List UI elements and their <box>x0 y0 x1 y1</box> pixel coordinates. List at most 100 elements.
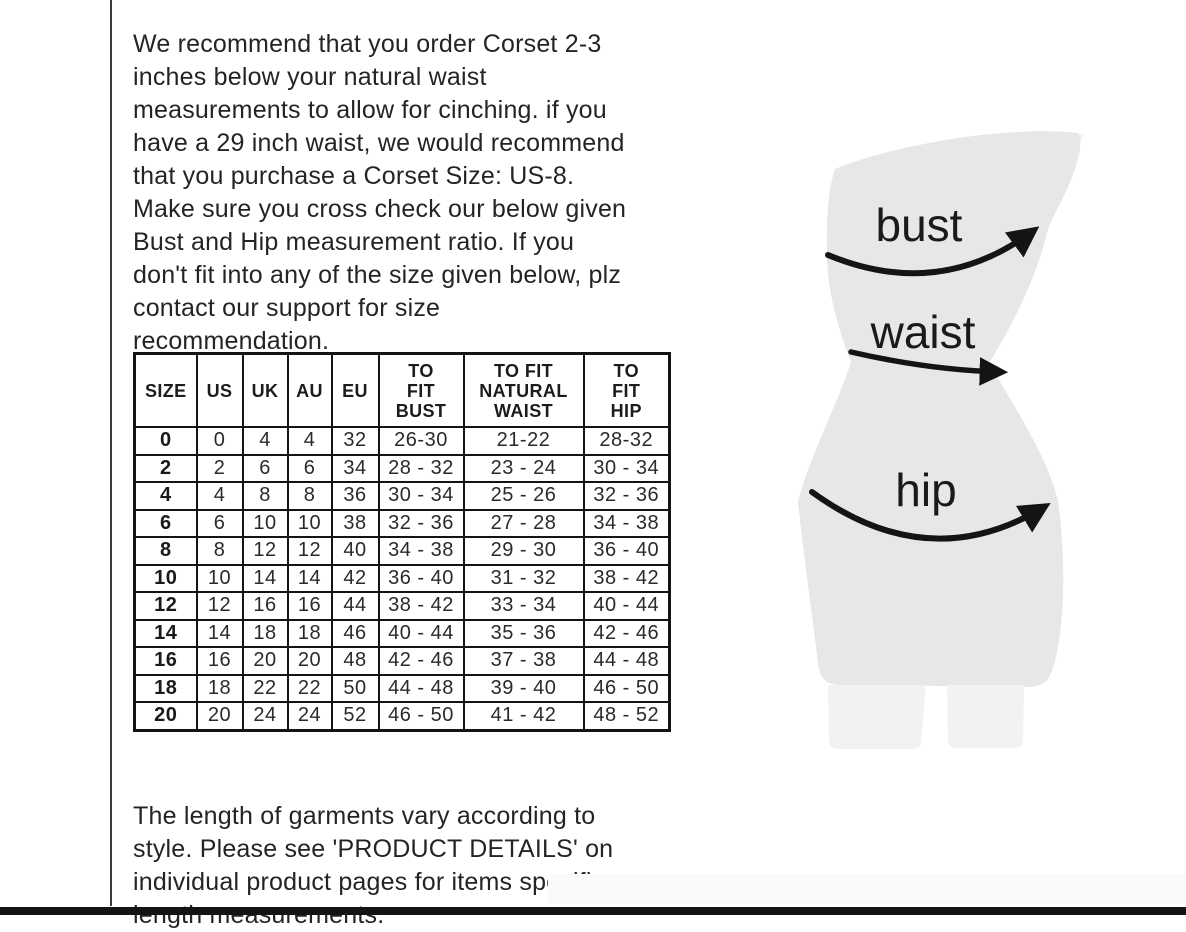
bust-arrow <box>825 226 1040 277</box>
bottom-divider-bar <box>0 907 1186 915</box>
table-row: 8 8 12 12 40 34 - 38 29 - 30 36 - 40 <box>133 536 671 566</box>
value-cell: 48 - 52 <box>582 701 671 731</box>
value-cell: 29 - 30 <box>462 536 585 566</box>
value-cell: 16 <box>195 646 244 676</box>
value-cell: 18 <box>195 673 244 703</box>
column-header: EU <box>330 352 380 428</box>
value-cell: 32 <box>330 426 380 456</box>
size-cell: 2 <box>133 453 198 483</box>
value-cell: 10 <box>241 508 289 538</box>
value-cell: 14 <box>241 563 289 593</box>
value-cell: 6 <box>241 453 289 483</box>
size-cell: 20 <box>133 701 198 731</box>
value-cell: 27 - 28 <box>462 508 585 538</box>
value-cell: 24 <box>241 701 289 731</box>
value-cell: 20 <box>195 701 244 731</box>
value-cell: 34 - 38 <box>377 536 465 566</box>
value-cell: 21-22 <box>462 426 585 456</box>
value-cell: 34 <box>330 453 380 483</box>
column-header: AU <box>286 352 333 428</box>
value-cell: 10 <box>286 508 333 538</box>
value-cell: 28 - 32 <box>377 453 465 483</box>
value-cell: 31 - 32 <box>462 563 585 593</box>
column-header: US <box>195 352 244 428</box>
value-cell: 48 <box>330 646 380 676</box>
waist-arrow <box>848 349 1009 386</box>
footer-shading <box>548 874 1186 904</box>
intro-paragraph: We recommend that you order Corset 2-3 i… <box>133 30 627 355</box>
value-cell: 12 <box>286 536 333 566</box>
value-cell: 36 - 40 <box>377 563 465 593</box>
value-cell: 52 <box>330 701 380 731</box>
size-cell: 4 <box>133 481 198 511</box>
value-cell: 30 - 34 <box>582 453 671 483</box>
value-cell: 50 <box>330 673 380 703</box>
bust-label: bust <box>876 199 963 251</box>
right-leg <box>947 685 1024 748</box>
value-cell: 14 <box>286 563 333 593</box>
value-cell: 16 <box>286 591 333 621</box>
column-header: UK <box>241 352 289 428</box>
table-row: 6 6 10 10 38 32 - 36 27 - 28 34 - 38 <box>133 508 671 538</box>
value-cell: 14 <box>195 618 244 648</box>
value-cell: 18 <box>286 618 333 648</box>
size-chart-table: SIZE US UK AU EU TO FIT BUST TO FIT NATURAL WA… <box>133 352 671 732</box>
value-cell: 46 - 50 <box>377 701 465 731</box>
value-cell: 35 - 36 <box>462 618 585 648</box>
value-cell: 37 - 38 <box>462 646 585 676</box>
column-header: TO FIT NATURAL WAIST <box>462 352 585 428</box>
value-cell: 40 - 44 <box>582 591 671 621</box>
value-cell: 6 <box>195 508 244 538</box>
value-cell: 40 - 44 <box>377 618 465 648</box>
value-cell: 32 - 36 <box>582 481 671 511</box>
value-cell: 4 <box>286 426 333 456</box>
table-row: 4 4 8 8 36 30 - 34 25 - 26 32 - 36 <box>133 481 671 511</box>
size-cell: 16 <box>133 646 198 676</box>
column-header: TO FIT HIP <box>582 352 671 428</box>
body-measurement-diagram: bust waist hip <box>715 95 1186 915</box>
value-cell: 44 - 48 <box>377 673 465 703</box>
value-cell: 16 <box>241 591 289 621</box>
value-cell: 8 <box>286 481 333 511</box>
value-cell: 4 <box>241 426 289 456</box>
left-border-line <box>110 0 112 906</box>
value-cell: 32 - 36 <box>377 508 465 538</box>
size-cell: 8 <box>133 536 198 566</box>
size-cell: 0 <box>133 426 198 456</box>
table-row: 12 12 16 16 44 38 - 42 33 - 34 40 - 44 <box>133 591 671 621</box>
body-silhouette-svg: bust waist hip <box>798 131 1083 749</box>
value-cell: 36 <box>330 481 380 511</box>
value-cell: 42 <box>330 563 380 593</box>
value-cell: 20 <box>241 646 289 676</box>
value-cell: 36 - 40 <box>582 536 671 566</box>
value-cell: 28-32 <box>582 426 671 456</box>
value-cell: 25 - 26 <box>462 481 585 511</box>
value-cell: 38 - 42 <box>582 563 671 593</box>
value-cell: 46 <box>330 618 380 648</box>
value-cell: 41 - 42 <box>462 701 585 731</box>
value-cell: 44 <box>330 591 380 621</box>
value-cell: 30 - 34 <box>377 481 465 511</box>
value-cell: 39 - 40 <box>462 673 585 703</box>
value-cell: 4 <box>195 481 244 511</box>
value-cell: 42 - 46 <box>582 618 671 648</box>
size-cell: 18 <box>133 673 198 703</box>
value-cell: 12 <box>195 591 244 621</box>
table-row: 14 14 18 18 46 40 - 44 35 - 36 42 - 46 <box>133 618 671 648</box>
value-cell: 40 <box>330 536 380 566</box>
waist-label: waist <box>870 306 976 358</box>
value-cell: 8 <box>195 536 244 566</box>
table-row: 20 20 24 24 52 46 - 50 41 - 42 48 - 52 <box>133 701 671 731</box>
size-table-body: 0 0 4 4 32 26-30 21-22 28-32 2 2 6 6 34 28 - 32 23 - 2… <box>133 426 671 731</box>
value-cell: 46 - 50 <box>582 673 671 703</box>
value-cell: 34 - 38 <box>582 508 671 538</box>
value-cell: 23 - 24 <box>462 453 585 483</box>
value-cell: 44 - 48 <box>582 646 671 676</box>
value-cell: 8 <box>241 481 289 511</box>
column-header: TO FIT BUST <box>377 352 465 428</box>
value-cell: 24 <box>286 701 333 731</box>
hip-arrow <box>809 489 1051 542</box>
left-leg <box>828 685 926 749</box>
value-cell: 33 - 34 <box>462 591 585 621</box>
value-cell: 6 <box>286 453 333 483</box>
